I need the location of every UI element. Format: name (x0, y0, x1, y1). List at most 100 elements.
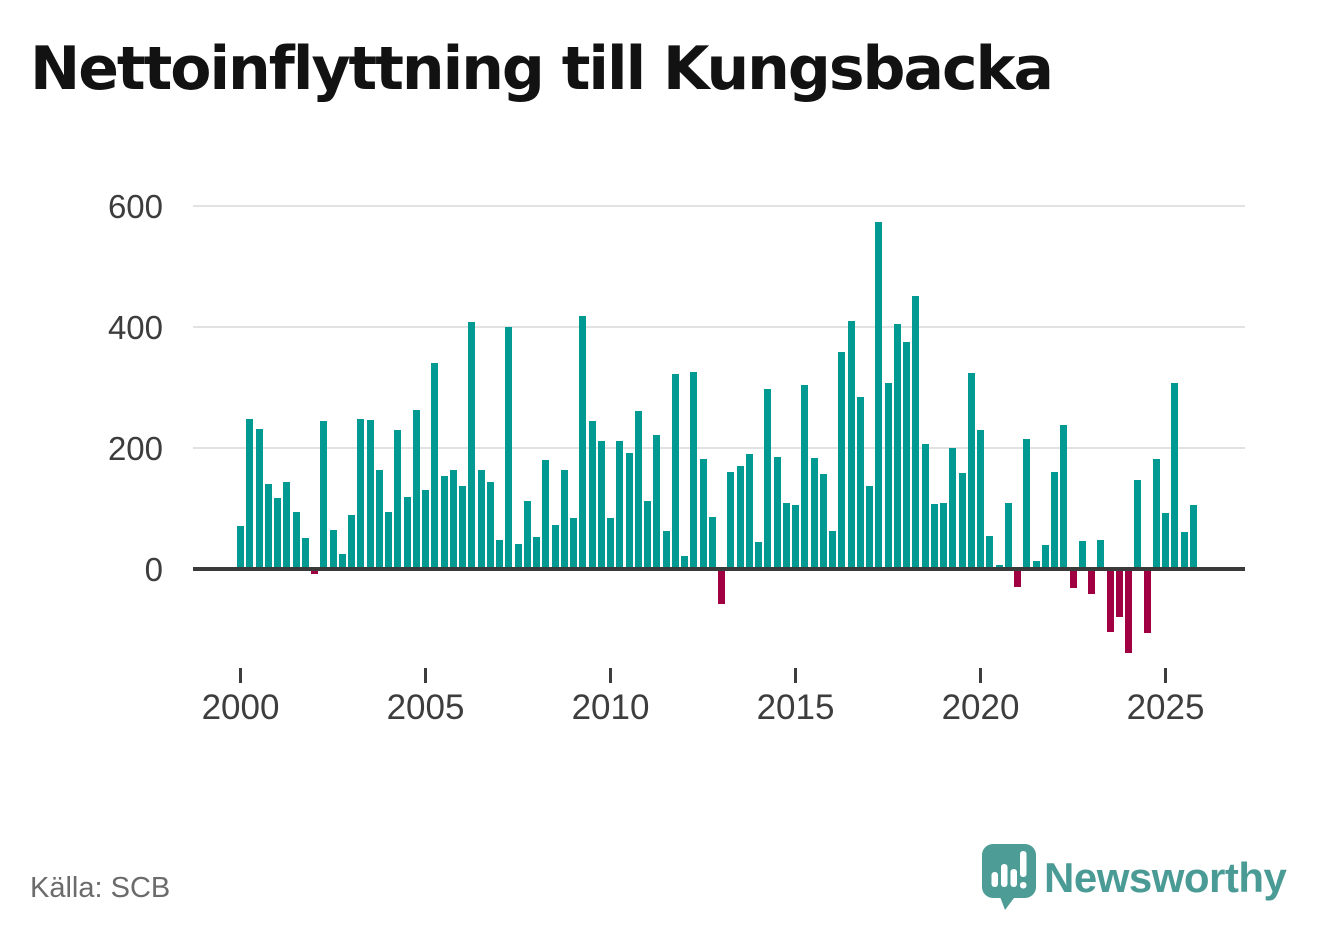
bar-2006Q4 (486, 482, 494, 569)
bar-2021Q1 (1014, 569, 1021, 588)
bar-2006Q2 (468, 322, 476, 569)
bar-chart-speech-bubble-icon (980, 842, 1038, 917)
bar-2024Q1 (1125, 569, 1132, 654)
bar-2008Q3 (551, 525, 559, 569)
bar-2018Q2 (912, 295, 920, 569)
bar-2016Q2 (838, 351, 846, 569)
bar-2012Q3 (699, 459, 707, 569)
bar-2001Q3 (292, 512, 300, 569)
bar-2008Q1 (533, 536, 540, 569)
bar-2003Q1 (348, 515, 355, 569)
bar-2005Q3 (440, 476, 448, 569)
x-axis-label-2015: 2015 (756, 688, 835, 727)
bar-2007Q3 (514, 544, 522, 569)
bar-2003Q3 (366, 419, 374, 569)
gridline-600 (193, 205, 1245, 207)
bar-2023Q3 (1106, 569, 1114, 632)
bar-2010Q2 (616, 440, 624, 569)
source-note: Källa: SCB (30, 872, 171, 904)
bar-2014Q3 (773, 457, 781, 569)
x-tick-2025 (1164, 668, 1167, 683)
bar-2023Q2 (1097, 539, 1105, 569)
y-axis-label-600: 600 (107, 188, 163, 225)
x-axis-label-2005: 2005 (386, 688, 465, 727)
bar-2002Q2 (320, 421, 328, 569)
bar-2015Q2 (801, 385, 809, 569)
bar-2025Q2 (1171, 382, 1179, 569)
bar-2020Q2 (986, 536, 994, 569)
bar-2015Q3 (810, 458, 818, 569)
brand-name: Newsworthy (1044, 854, 1287, 901)
bar-2011Q1 (644, 500, 651, 569)
bar-2001Q4 (301, 538, 309, 569)
bar-2004Q3 (403, 497, 411, 569)
bar-2023Q4 (1115, 569, 1123, 618)
bar-2014Q1 (755, 542, 762, 569)
bar-2004Q4 (412, 409, 420, 569)
bar-2003Q4 (375, 469, 383, 569)
bar-2015Q4 (819, 474, 827, 569)
bar-2007Q1 (496, 539, 503, 569)
bar-2004Q1 (385, 511, 392, 569)
bar-2009Q2 (579, 316, 587, 569)
bar-2008Q2 (542, 460, 550, 569)
bar-2018Q1 (903, 341, 910, 569)
bar-2022Q3 (1069, 569, 1077, 588)
bar-2013Q1 (718, 569, 725, 605)
bar-2003Q2 (357, 418, 365, 569)
bar-2022Q2 (1060, 425, 1068, 569)
x-axis-label-2025: 2025 (1126, 688, 1205, 727)
bar-2007Q4 (523, 501, 531, 569)
bar-2022Q1 (1051, 472, 1058, 569)
bar-2018Q3 (921, 443, 929, 569)
bar-2023Q1 (1088, 569, 1095, 595)
bar-2006Q3 (477, 470, 485, 569)
x-axis-line (193, 567, 1245, 571)
y-axis-label-0: 0 (144, 551, 163, 588)
bar-2002Q3 (329, 529, 337, 569)
bar-2016Q3 (847, 320, 855, 569)
bar-2017Q3 (884, 383, 892, 569)
gridline-200 (193, 447, 1245, 449)
gridline-400 (193, 326, 1245, 328)
bar-2009Q4 (597, 440, 605, 569)
bar-2019Q3 (958, 473, 966, 569)
y-axis-label-400: 400 (107, 309, 163, 346)
bar-2025Q1 (1162, 513, 1169, 569)
brand-logo: Newsworthy (980, 842, 1300, 914)
bar-2002Q1 (311, 569, 318, 575)
bar-2016Q4 (856, 396, 864, 569)
bar-2015Q1 (792, 505, 799, 569)
bar-2017Q2 (875, 222, 883, 569)
bar-2006Q1 (459, 485, 466, 569)
bar-2025Q4 (1189, 504, 1197, 569)
bar-2000Q2 (246, 418, 254, 569)
bar-2025Q3 (1180, 532, 1188, 569)
bar-2016Q1 (829, 530, 836, 569)
bar-2022Q4 (1078, 541, 1086, 569)
y-axis-label-200: 200 (107, 430, 163, 467)
bar-2004Q2 (394, 429, 402, 569)
x-tick-2020 (979, 668, 982, 683)
bar-2024Q2 (1134, 480, 1142, 569)
bar-2001Q2 (283, 481, 291, 569)
bar-2014Q4 (782, 503, 790, 569)
chart-title: Nettoinflyttning till Kungsbacka (30, 34, 1054, 104)
bar-2013Q2 (727, 471, 735, 569)
bar-2020Q1 (977, 429, 984, 569)
bar-2000Q4 (264, 484, 272, 569)
bar-2011Q3 (662, 531, 670, 569)
bar-2000Q1 (237, 526, 244, 569)
bar-2013Q3 (736, 465, 744, 569)
x-tick-2015 (794, 668, 797, 683)
bar-2012Q1 (681, 555, 688, 569)
bar-2010Q1 (607, 517, 614, 569)
bar-2024Q4 (1152, 458, 1160, 569)
bar-2009Q3 (588, 421, 596, 569)
bar-2017Q1 (866, 485, 873, 569)
bar-2009Q1 (570, 517, 577, 569)
bar-2017Q4 (893, 323, 901, 569)
x-tick-2010 (609, 668, 612, 683)
x-tick-2000 (239, 668, 242, 683)
